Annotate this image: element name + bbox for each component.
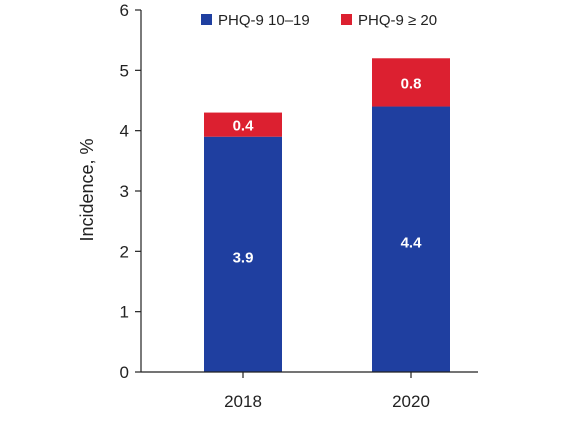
x-tick-label: 2018	[224, 392, 262, 411]
bar-segment-phq9-20-plus-2020	[372, 58, 450, 107]
y-tick-label: 4	[120, 122, 129, 141]
bar-stacks	[204, 58, 450, 373]
y-tick-label: 0	[120, 363, 129, 382]
y-tick-label: 1	[120, 303, 129, 322]
bar-segment-phq9-10-19-2018	[204, 136, 282, 372]
legend-label: PHQ-9 10–19	[218, 12, 310, 29]
legend-swatch	[201, 14, 212, 25]
data-label: 0.8	[401, 75, 422, 92]
y-tick-label: 3	[120, 182, 129, 201]
x-axis-ticks: 2018 2020	[224, 372, 430, 411]
legend: PHQ-9 10–19 PHQ-9 ≥ 20	[201, 12, 437, 29]
bar-segment-phq9-10-19-2020	[372, 106, 450, 373]
data-label: 4.4	[401, 234, 423, 251]
bar-segment-phq9-20-plus-2018	[204, 112, 282, 137]
x-tick-label: 2020	[392, 392, 430, 411]
legend-swatch	[341, 14, 352, 25]
y-tick-label: 6	[120, 1, 129, 20]
legend-label: PHQ-9 ≥ 20	[358, 12, 437, 29]
y-tick-label: 5	[120, 61, 129, 80]
data-label: 0.4	[233, 118, 255, 135]
data-labels: 3.9 0.4 4.4 0.8	[233, 75, 423, 266]
y-tick-label: 2	[120, 242, 129, 261]
data-label: 3.9	[233, 249, 254, 266]
y-axis-ticks: 0 1 2 3 4 5 6	[120, 1, 141, 382]
y-axis-title-group: Incidence, %	[77, 138, 97, 241]
y-axis-title: Incidence, %	[77, 138, 97, 241]
